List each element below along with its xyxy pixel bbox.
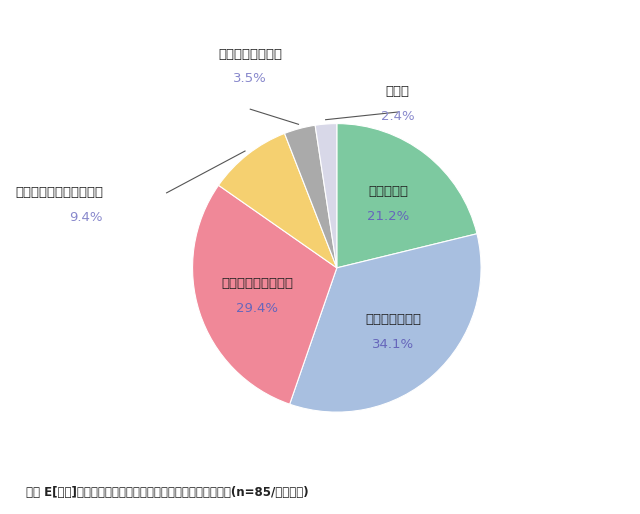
Wedge shape: [337, 123, 477, 268]
Text: 3.5%: 3.5%: [234, 72, 267, 85]
Text: やや解消された: やや解消された: [365, 313, 421, 326]
Text: 2.4%: 2.4%: [381, 110, 414, 123]
Text: 9.4%: 9.4%: [70, 211, 103, 224]
Text: 解消されなかった: 解消されなかった: [218, 48, 282, 61]
Wedge shape: [290, 234, 481, 412]
Wedge shape: [285, 125, 337, 268]
Text: あまり解消されなかった: あまり解消されなかった: [15, 187, 103, 199]
Text: 無回答: 無回答: [385, 85, 410, 98]
Wedge shape: [315, 123, 337, 268]
Text: 21.2%: 21.2%: [367, 210, 410, 223]
Wedge shape: [218, 134, 337, 268]
Wedge shape: [193, 185, 337, 404]
Text: 34.1%: 34.1%: [372, 338, 414, 351]
Text: 図表 E[設問]実際に福島県を訪れ、不安は解消されましたか。(n=85/複数回答): 図表 E[設問]実際に福島県を訪れ、不安は解消されましたか。(n=85/複数回答…: [26, 486, 308, 499]
Text: 29.4%: 29.4%: [236, 302, 278, 315]
Text: どちらともいえない: どちらともいえない: [221, 277, 293, 290]
Text: 解消された: 解消された: [369, 186, 408, 198]
